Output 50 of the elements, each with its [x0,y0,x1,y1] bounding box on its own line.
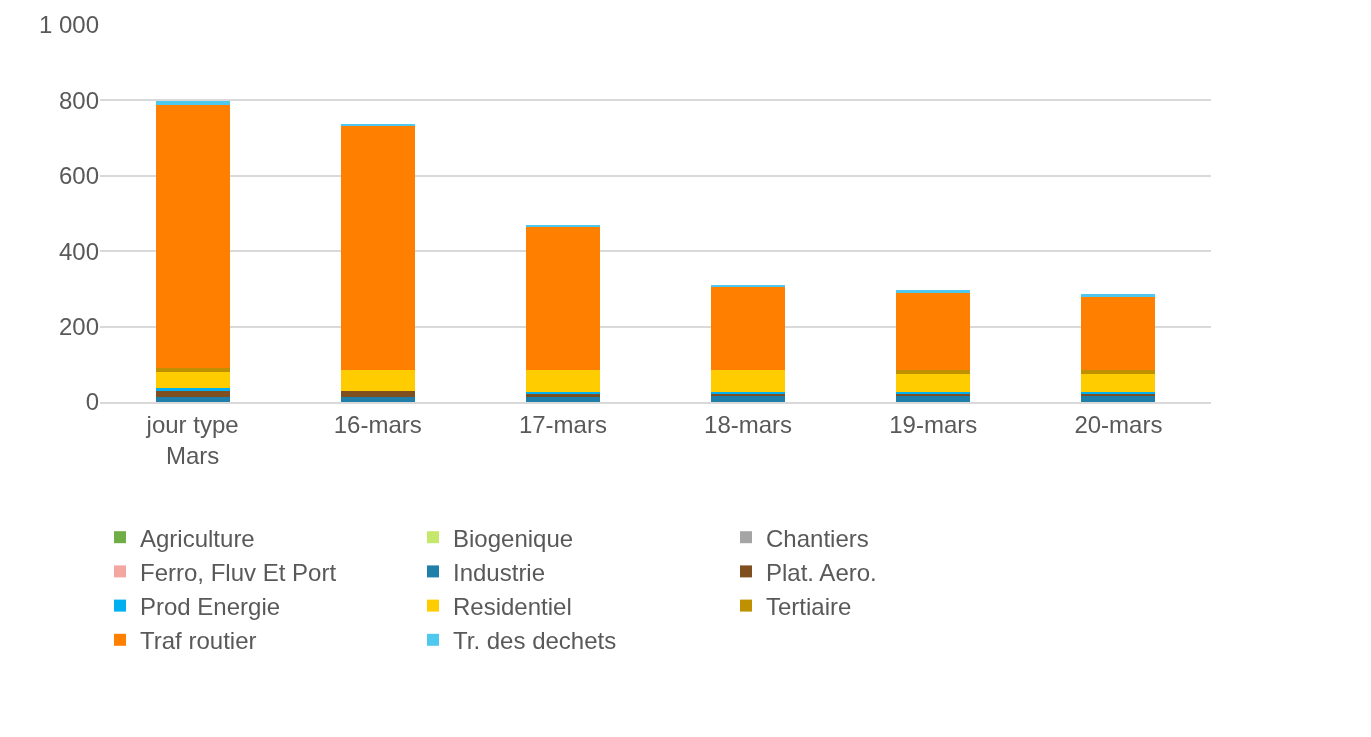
bar [1081,369,1156,374]
bar [340,397,415,402]
bar [896,292,971,370]
bar [155,101,230,106]
bar [711,286,786,370]
bar [1081,396,1156,402]
bar [1081,296,1156,370]
bar [896,373,971,392]
x-tick-label: 17-mars [518,410,607,438]
bar [340,369,415,392]
legend-label: Agriculture [140,524,255,552]
x-tick-label: 19-mars [889,410,978,438]
bar [525,397,600,402]
bar [155,368,230,373]
y-tick-label: 600 [58,162,99,190]
legend-label: Tertiaire [766,592,852,620]
legend-label: Biogenique [453,524,574,552]
x-tick-label: 20-mars [1074,410,1163,438]
bar [525,369,600,392]
legend-label: Industrie [453,558,546,586]
bar [155,105,230,369]
bar [896,290,971,293]
legend-label: Ferro, Fluv Et Port [140,558,337,586]
y-tick-label: 0 [85,388,99,416]
y-tick-label: 1 000 [38,11,99,39]
bar [1081,373,1156,392]
x-tick-label: 18-mars [704,410,793,438]
y-tick-label: 400 [58,237,99,265]
bar [155,397,230,402]
legend-label: Chantiers [766,524,869,552]
x-tick-label: 16-mars [333,410,422,438]
legend-label: Traf routier [140,627,257,655]
bar [340,126,415,370]
bar [896,369,971,374]
bar [1081,294,1156,297]
y-tick-label: 200 [58,313,99,340]
bar [711,396,786,402]
bar [711,369,786,392]
legend-label: Plat. Aero. [766,558,877,586]
bar [896,396,971,402]
bar [525,227,600,370]
bar [155,372,230,389]
legend-label: Prod Energie [140,592,281,620]
y-tick-label: 800 [58,86,99,114]
bar [340,391,415,398]
bar [155,388,230,392]
legend-label: Residentiel [453,592,572,620]
legend-label: Tr. des dechets [453,627,617,655]
bar [155,391,230,398]
x-tick-label: jour type Mars [145,410,239,469]
